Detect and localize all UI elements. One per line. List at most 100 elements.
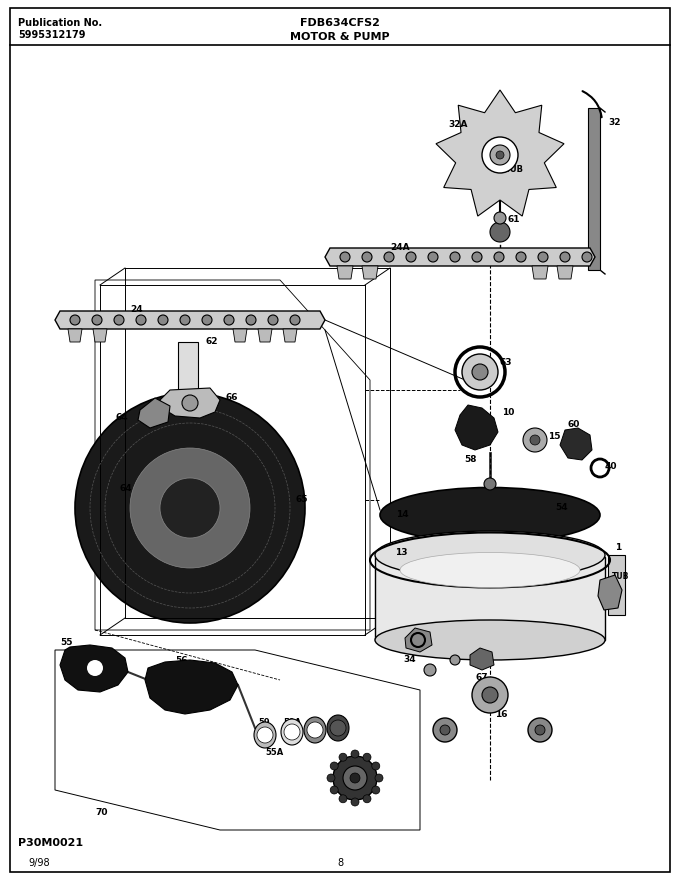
- Text: 67: 67: [475, 673, 488, 682]
- Circle shape: [136, 315, 146, 325]
- Text: 14: 14: [396, 510, 409, 519]
- Circle shape: [257, 727, 273, 743]
- Circle shape: [535, 725, 545, 735]
- Ellipse shape: [130, 448, 250, 568]
- Text: 2: 2: [618, 600, 624, 609]
- Polygon shape: [375, 557, 605, 640]
- Text: 62: 62: [205, 337, 218, 346]
- Text: 15: 15: [548, 432, 560, 441]
- Polygon shape: [362, 266, 378, 279]
- Circle shape: [351, 750, 359, 758]
- Circle shape: [343, 766, 367, 790]
- Circle shape: [440, 725, 450, 735]
- Text: MOTOR & PUMP: MOTOR & PUMP: [290, 32, 390, 42]
- Circle shape: [472, 364, 488, 380]
- Ellipse shape: [375, 531, 605, 579]
- Circle shape: [224, 315, 234, 325]
- Text: 57: 57: [348, 758, 360, 767]
- Circle shape: [482, 687, 498, 703]
- Text: 59: 59: [258, 718, 270, 727]
- Polygon shape: [283, 329, 297, 342]
- Text: 66: 66: [225, 393, 237, 402]
- Text: 55: 55: [60, 638, 73, 647]
- Text: 55A: 55A: [265, 748, 284, 757]
- Circle shape: [158, 315, 168, 325]
- Circle shape: [330, 762, 338, 770]
- Text: FDB634CFS2: FDB634CFS2: [300, 18, 380, 28]
- Circle shape: [462, 354, 498, 390]
- Text: 10: 10: [502, 408, 514, 417]
- Circle shape: [406, 252, 416, 262]
- Polygon shape: [160, 388, 220, 418]
- Circle shape: [290, 315, 300, 325]
- Ellipse shape: [304, 717, 326, 743]
- Polygon shape: [337, 266, 353, 279]
- Circle shape: [351, 798, 359, 806]
- Polygon shape: [325, 248, 595, 266]
- Circle shape: [490, 222, 510, 242]
- Circle shape: [92, 315, 102, 325]
- Polygon shape: [560, 428, 592, 460]
- Circle shape: [202, 315, 212, 325]
- Circle shape: [87, 660, 103, 676]
- Polygon shape: [588, 108, 600, 270]
- Polygon shape: [557, 266, 573, 279]
- Circle shape: [494, 252, 504, 262]
- Text: 40: 40: [605, 462, 617, 471]
- Circle shape: [339, 753, 347, 761]
- Circle shape: [307, 722, 323, 738]
- Circle shape: [538, 252, 548, 262]
- Text: TUB: TUB: [505, 165, 524, 174]
- Text: TUB: TUB: [612, 572, 630, 581]
- Text: Publication No.: Publication No.: [18, 18, 102, 28]
- Text: 59A: 59A: [283, 718, 301, 727]
- Polygon shape: [178, 342, 198, 395]
- Text: 5995312179: 5995312179: [18, 30, 86, 40]
- Text: 65: 65: [295, 495, 307, 504]
- Text: 54: 54: [555, 503, 568, 512]
- Text: 13: 13: [395, 548, 407, 557]
- Circle shape: [372, 762, 380, 770]
- Circle shape: [494, 212, 506, 224]
- Circle shape: [372, 786, 380, 794]
- Circle shape: [530, 435, 540, 445]
- Circle shape: [484, 478, 496, 490]
- Circle shape: [284, 724, 300, 740]
- Text: 1: 1: [615, 543, 622, 552]
- Circle shape: [560, 252, 570, 262]
- Circle shape: [496, 151, 504, 159]
- Text: 32: 32: [608, 118, 620, 127]
- Circle shape: [516, 252, 526, 262]
- Circle shape: [384, 252, 394, 262]
- Circle shape: [363, 795, 371, 803]
- Polygon shape: [93, 329, 107, 342]
- Polygon shape: [68, 329, 82, 342]
- Polygon shape: [598, 575, 622, 610]
- Text: 12: 12: [333, 718, 345, 727]
- Text: 70: 70: [95, 808, 107, 817]
- Ellipse shape: [327, 715, 349, 741]
- Circle shape: [362, 252, 372, 262]
- Circle shape: [70, 315, 80, 325]
- Polygon shape: [532, 266, 548, 279]
- Circle shape: [472, 252, 482, 262]
- Circle shape: [340, 252, 350, 262]
- Circle shape: [450, 655, 460, 665]
- Ellipse shape: [160, 478, 220, 538]
- Polygon shape: [608, 555, 625, 615]
- Text: 64: 64: [115, 413, 128, 422]
- Circle shape: [450, 252, 460, 262]
- Circle shape: [582, 252, 592, 262]
- Text: 63: 63: [500, 358, 513, 367]
- Polygon shape: [436, 90, 564, 216]
- Text: 61: 61: [508, 215, 520, 224]
- Circle shape: [482, 137, 518, 173]
- Text: 24A: 24A: [390, 243, 409, 252]
- Ellipse shape: [380, 488, 600, 542]
- Circle shape: [180, 315, 190, 325]
- Ellipse shape: [254, 722, 276, 748]
- Polygon shape: [405, 628, 432, 652]
- Circle shape: [330, 786, 338, 794]
- Polygon shape: [455, 405, 498, 450]
- Text: 64: 64: [120, 484, 133, 493]
